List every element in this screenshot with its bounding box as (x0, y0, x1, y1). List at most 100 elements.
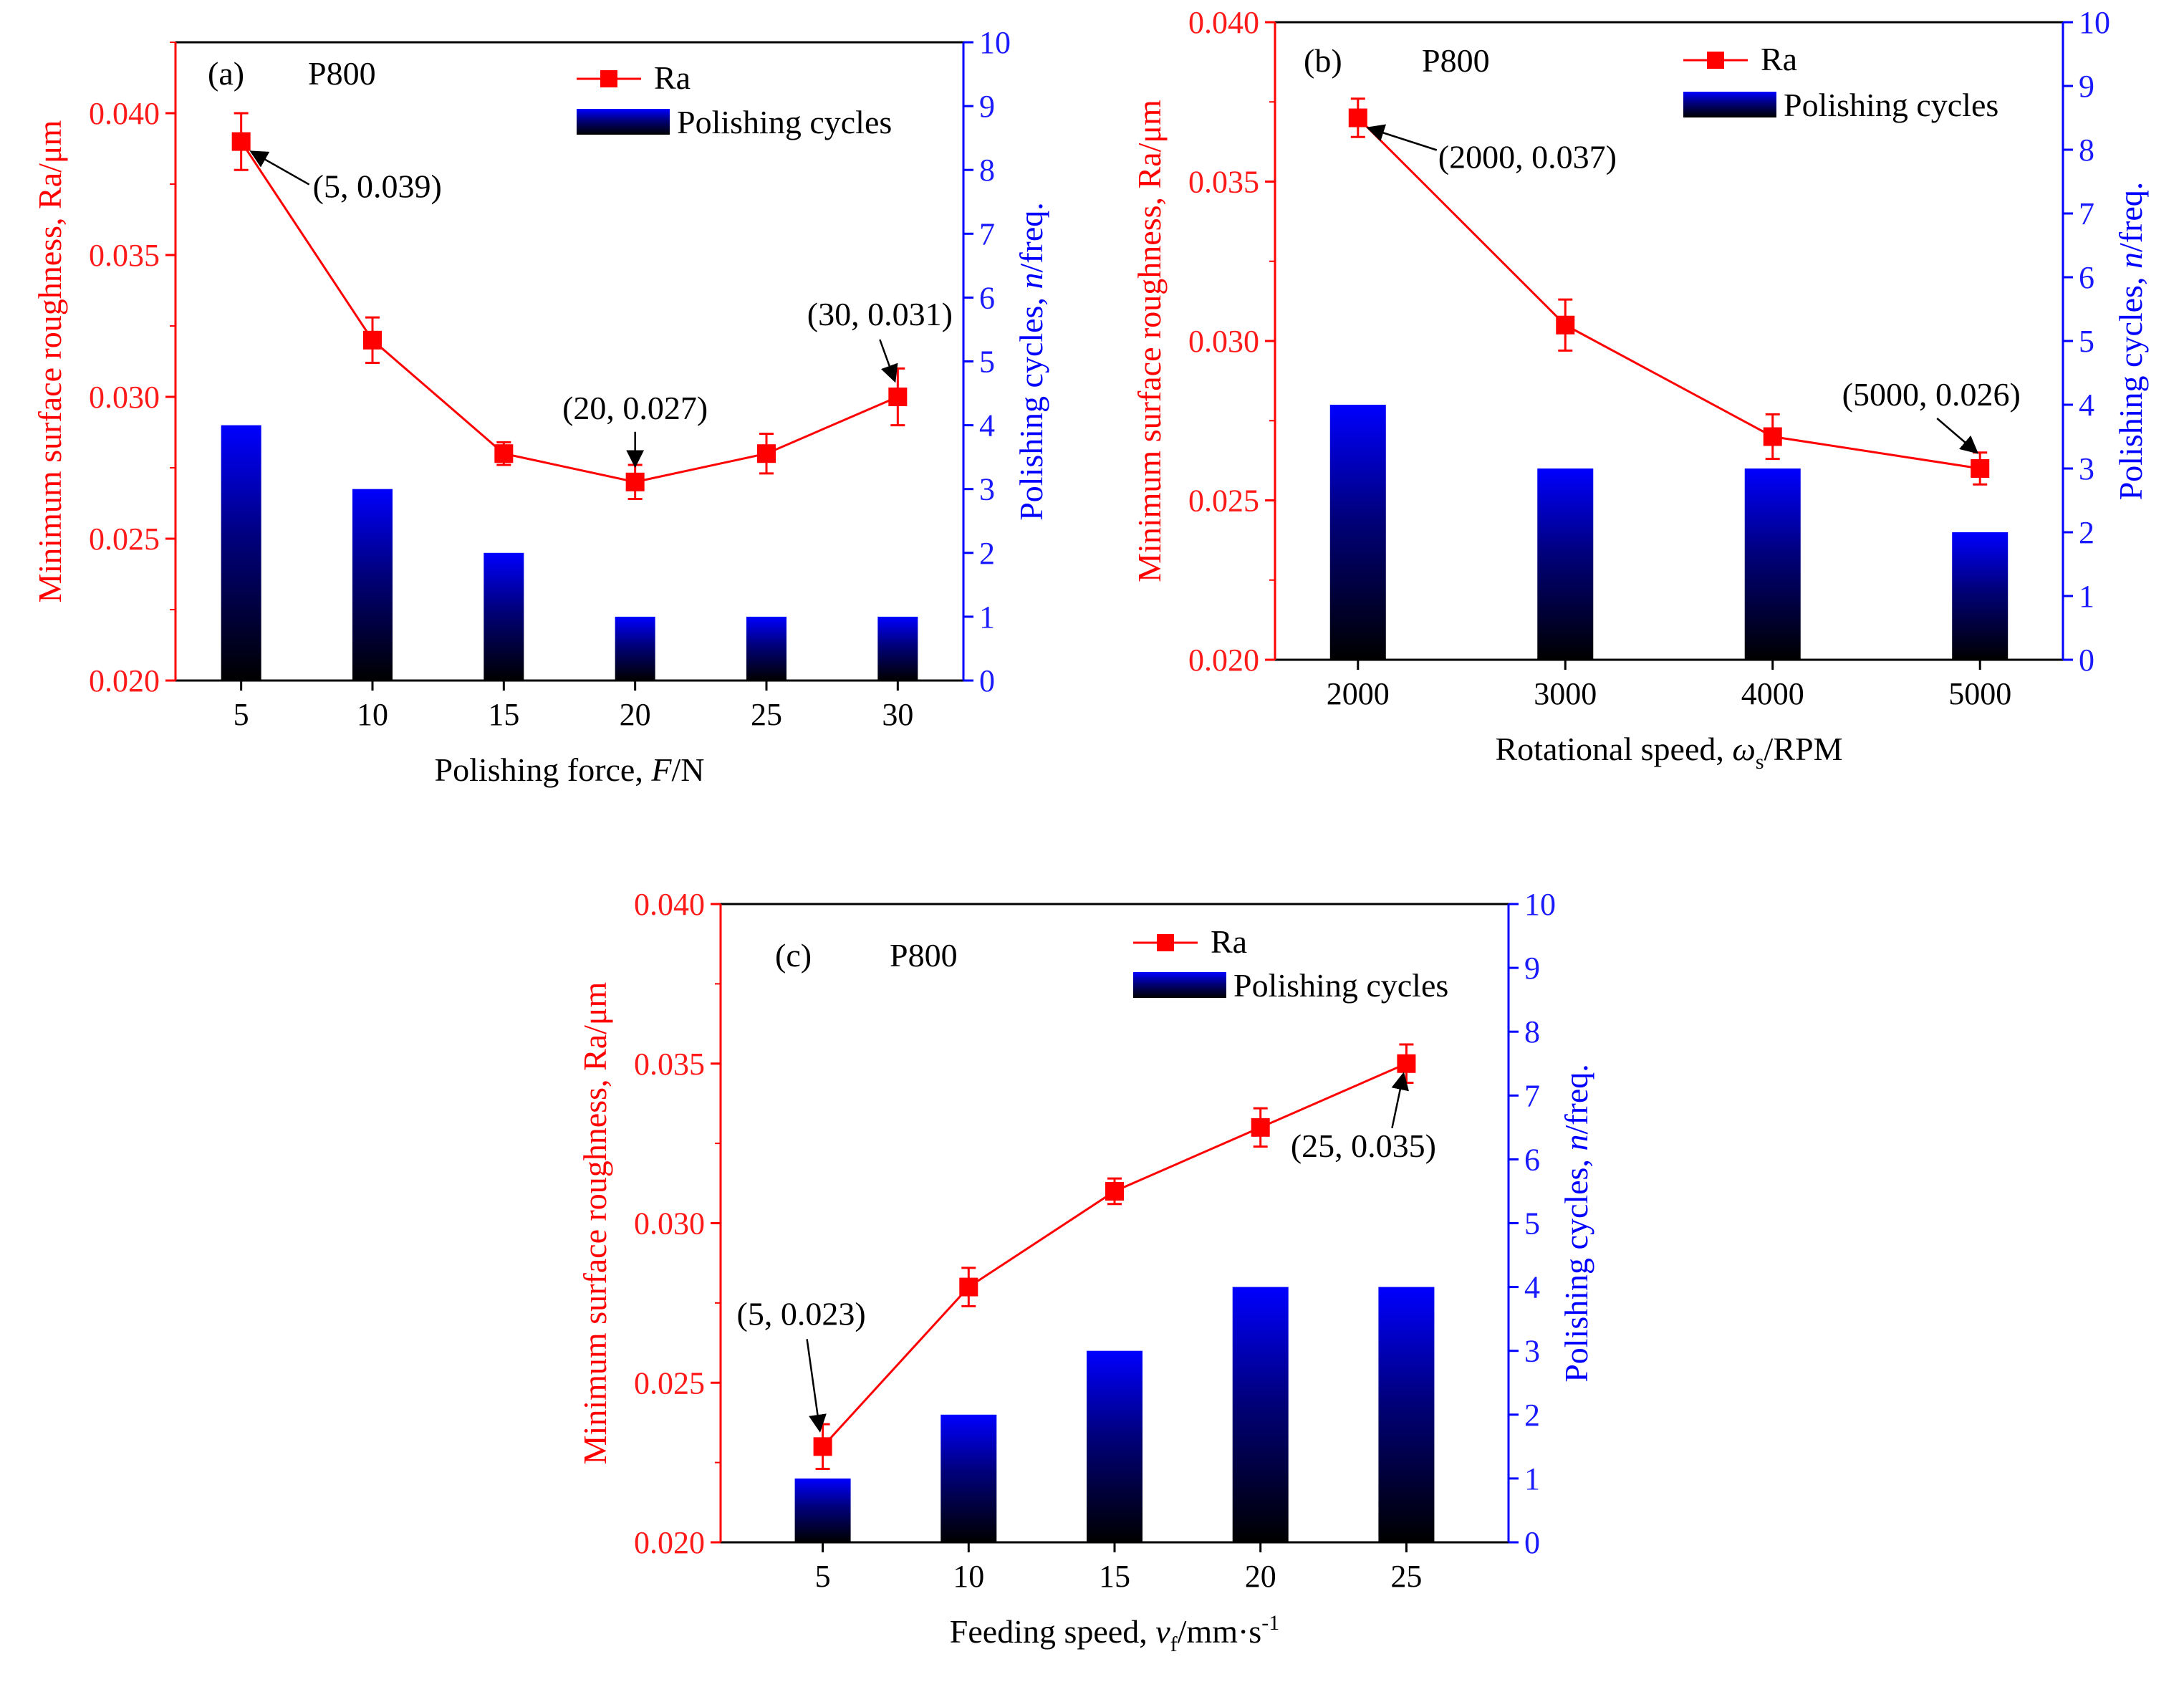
ra-point-c-1 (959, 1277, 978, 1297)
annotation-label-b-0: (2000, 0.037) (1438, 139, 1617, 176)
x-tick-label-c-3: 20 (1245, 1559, 1276, 1594)
y-right-tick-label-b-9: 9 (2079, 69, 2094, 104)
y-right-tick-label-c-5: 5 (1524, 1206, 1540, 1241)
y-left-tick-label-a-0: 0.020 (89, 663, 160, 698)
y-right-tick-label-a-1: 1 (979, 600, 995, 635)
legend-cycles-swatch-a (577, 109, 670, 135)
annotation-arrow-b-1 (1936, 418, 1979, 454)
ra-line-a (240, 140, 898, 484)
x-tick-label-a-2: 15 (488, 697, 519, 732)
bar-a-4 (746, 616, 786, 681)
ra-point-a-3 (625, 472, 645, 491)
y-right-tick-label-c-8: 8 (1524, 1014, 1540, 1049)
x-tick-label-b-0: 2000 (1327, 676, 1390, 711)
x-tick-label-c-0: 5 (815, 1559, 831, 1594)
annotation-arrow-b-0 (1366, 124, 1438, 151)
y-left-tick-label-c-2: 0.030 (634, 1206, 705, 1241)
ra-point-a-4 (757, 444, 776, 463)
ra-point-b-2 (1763, 427, 1782, 446)
x-tick-label-a-1: 10 (357, 697, 388, 732)
legend-ra-label-a: Ra (654, 59, 691, 96)
ra-point-c-4 (1397, 1054, 1416, 1073)
y-right-tick-label-b-5: 5 (2079, 324, 2094, 359)
x-tick-label-b-1: 3000 (1534, 676, 1597, 711)
annotation-label-c-0: (5, 0.023) (737, 1295, 866, 1332)
y-left-tick-label-c-1: 0.025 (634, 1365, 705, 1400)
y-right-tick-label-a-7: 7 (979, 216, 995, 251)
y-right-tick-label-c-10: 10 (1524, 887, 1556, 922)
y-right-tick-label-a-8: 8 (979, 153, 995, 188)
y-right-tick-label-c-7: 7 (1524, 1078, 1540, 1113)
chart-panel-b: 2000 3000 4000 5000 0.020 0.025 0.030 0.035 0.04… (1131, 5, 2149, 774)
y-left-title-b: Minimum surface roughness, Ra/μm (1131, 100, 1168, 582)
y-right-tick-label-c-9: 9 (1524, 951, 1540, 986)
x-tick-label-b-2: 4000 (1741, 676, 1804, 711)
legend-ra-marker-c (1157, 934, 1174, 951)
y-right-tick-label-a-6: 6 (979, 280, 995, 315)
ra-point-b-3 (1971, 459, 1990, 478)
x-axis-title-b: Rotational speed, ωs/RPM (1496, 731, 1843, 774)
legend-cycles-swatch-b (1683, 92, 1776, 117)
y-left-tick-label-a-3: 0.035 (89, 238, 160, 273)
annotation-label-b-1: (5000, 0.026) (1842, 376, 2021, 413)
x-tick-label-a-4: 25 (751, 697, 782, 732)
x-axis-title-a: Polishing force, F/N (435, 751, 705, 788)
grit-label-b: P800 (1422, 42, 1490, 79)
y-left-tick-label-a-4: 0.040 (89, 96, 160, 131)
x-tick-label-a-0: 5 (234, 697, 249, 732)
y-right-tick-label-b-4: 4 (2079, 388, 2094, 423)
y-left-tick-label-b-3: 0.035 (1188, 165, 1259, 200)
grit-label-c: P800 (890, 937, 958, 974)
y-right-tick-label-c-4: 4 (1524, 1270, 1540, 1305)
y-left-tick-label-a-2: 0.030 (89, 380, 160, 415)
y-right-title-c: Polishing cycles, n/freq. (1558, 1064, 1594, 1383)
y-right-tick-label-a-0: 0 (979, 663, 995, 698)
panel-label-a: (a) (208, 55, 244, 92)
x-tick-label-a-3: 20 (620, 697, 651, 732)
annotation-label-a-0: (5, 0.039) (313, 168, 442, 205)
y-right-tick-label-a-4: 4 (979, 408, 995, 443)
y-right-tick-label-a-10: 10 (979, 25, 1011, 60)
y-right-tick-label-b-8: 8 (2079, 133, 2094, 168)
y-right-tick-label-c-3: 3 (1524, 1334, 1540, 1369)
x-tick-label-c-2: 15 (1099, 1559, 1130, 1594)
panel-label-c: (c) (775, 937, 812, 974)
ra-point-c-3 (1251, 1118, 1270, 1137)
y-right-tick-label-b-1: 1 (2079, 579, 2094, 614)
ra-line-b (1357, 117, 1981, 470)
bar-a-1 (352, 489, 393, 681)
bar-c-0 (794, 1478, 851, 1542)
ra-point-b-0 (1348, 108, 1367, 128)
grit-label-a: P800 (308, 55, 376, 92)
annotation-arrow-a-0 (249, 150, 310, 186)
y-left-tick-label-b-0: 0.020 (1188, 643, 1259, 678)
bar-c-4 (1378, 1287, 1435, 1542)
annotation-label-a-1: (20, 0.027) (562, 390, 708, 426)
legend-ra-marker-b (1707, 52, 1724, 69)
legend-ra-marker-a (600, 70, 617, 87)
annotation-arrow-c-0 (806, 1339, 827, 1433)
panel-label-b: (b) (1304, 42, 1342, 79)
bar-c-1 (941, 1414, 997, 1542)
y-right-tick-label-b-10: 10 (2079, 5, 2110, 40)
y-right-title-b: Polishing cycles, n/freq. (2112, 182, 2149, 501)
y-right-tick-label-c-0: 0 (1524, 1525, 1540, 1560)
y-right-title-a: Polishing cycles, n/freq. (1013, 202, 1049, 521)
x-tick-label-b-3: 5000 (1948, 676, 2011, 711)
chart-panel-c: 5 10 15 20 25 0.020 0.025 0.030 0.035 0.040 0 1 2 3 4 5… (577, 887, 1594, 1656)
y-left-tick-label-b-2: 0.030 (1188, 324, 1259, 359)
y-right-tick-label-c-6: 6 (1524, 1142, 1540, 1177)
y-left-title-c: Minimum surface roughness, Ra/μm (577, 981, 613, 1464)
y-left-tick-label-c-0: 0.020 (634, 1525, 705, 1560)
y-right-tick-label-a-5: 5 (979, 345, 995, 380)
bar-b-1 (1537, 468, 1594, 660)
ra-point-c-2 (1105, 1181, 1124, 1201)
legend-ra-label-c: Ra (1211, 923, 1247, 960)
legend-cycles-label-a: Polishing cycles (677, 104, 892, 140)
bar-a-2 (484, 552, 524, 681)
annotation-label-a-2: (30, 0.031) (807, 296, 953, 332)
chart-panel-a: 5 10 15 20 25 30 0.020 0.025 0.030 0.035 0.040 0 1 2 3… (32, 25, 1049, 788)
y-right-tick-label-b-7: 7 (2079, 196, 2094, 231)
x-tick-label-a-5: 30 (882, 697, 913, 732)
bar-a-0 (221, 425, 261, 681)
